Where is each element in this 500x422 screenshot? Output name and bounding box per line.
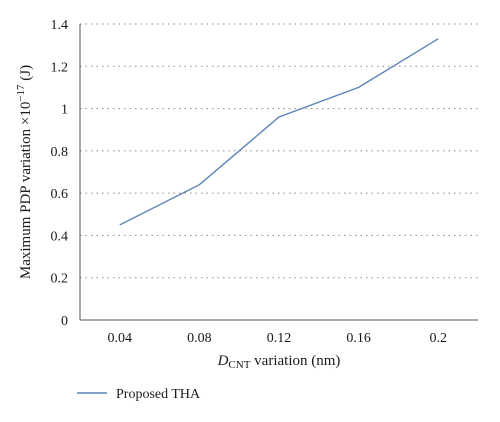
y-axis-title-sup: −17 <box>15 84 27 102</box>
x-axis-title-rest: variation (nm) <box>250 353 340 369</box>
y-axis-title-main: Maximum PDP variation ×10 <box>18 102 34 279</box>
y-tick-label: 1.2 <box>51 60 69 75</box>
legend-label-proposed-tha: Proposed THA <box>116 387 201 402</box>
x-tick-label: 0.04 <box>108 331 133 346</box>
grid-lines <box>80 23 478 279</box>
y-axis-title: Maximum PDP variation ×10−17 (J) <box>15 65 34 279</box>
y-tick-label: 0.8 <box>51 145 69 160</box>
y-tick-label: 0.4 <box>51 229 69 244</box>
x-axis-title-sub: CNT <box>228 359 250 371</box>
x-tick-labels: 0.04 0.08 0.12 0.16 0.2 <box>108 331 447 346</box>
y-tick-label: 1 <box>61 103 68 118</box>
y-tick-label: 0.2 <box>51 272 69 287</box>
x-axis-title-main: D <box>217 353 229 369</box>
y-tick-label: 1.4 <box>51 18 69 33</box>
x-tick-label: 0.08 <box>187 331 212 346</box>
x-tick-label: 0.12 <box>267 331 292 346</box>
y-tick-label: 0 <box>61 314 68 329</box>
series-line-proposed-tha <box>119 38 439 226</box>
y-tick-labels: 0 0.2 0.4 0.6 0.8 1 1.2 1.4 <box>51 18 69 329</box>
x-tick-label: 0.16 <box>346 331 371 346</box>
axes <box>79 24 478 321</box>
series-layer <box>119 38 439 226</box>
y-axis-title-rest: (J) <box>18 65 34 85</box>
y-tick-label: 0.6 <box>51 187 69 202</box>
legend: Proposed THA <box>77 387 201 402</box>
x-tick-label: 0.2 <box>429 331 447 346</box>
x-axis-title: DCNT variation (nm) <box>217 353 341 371</box>
